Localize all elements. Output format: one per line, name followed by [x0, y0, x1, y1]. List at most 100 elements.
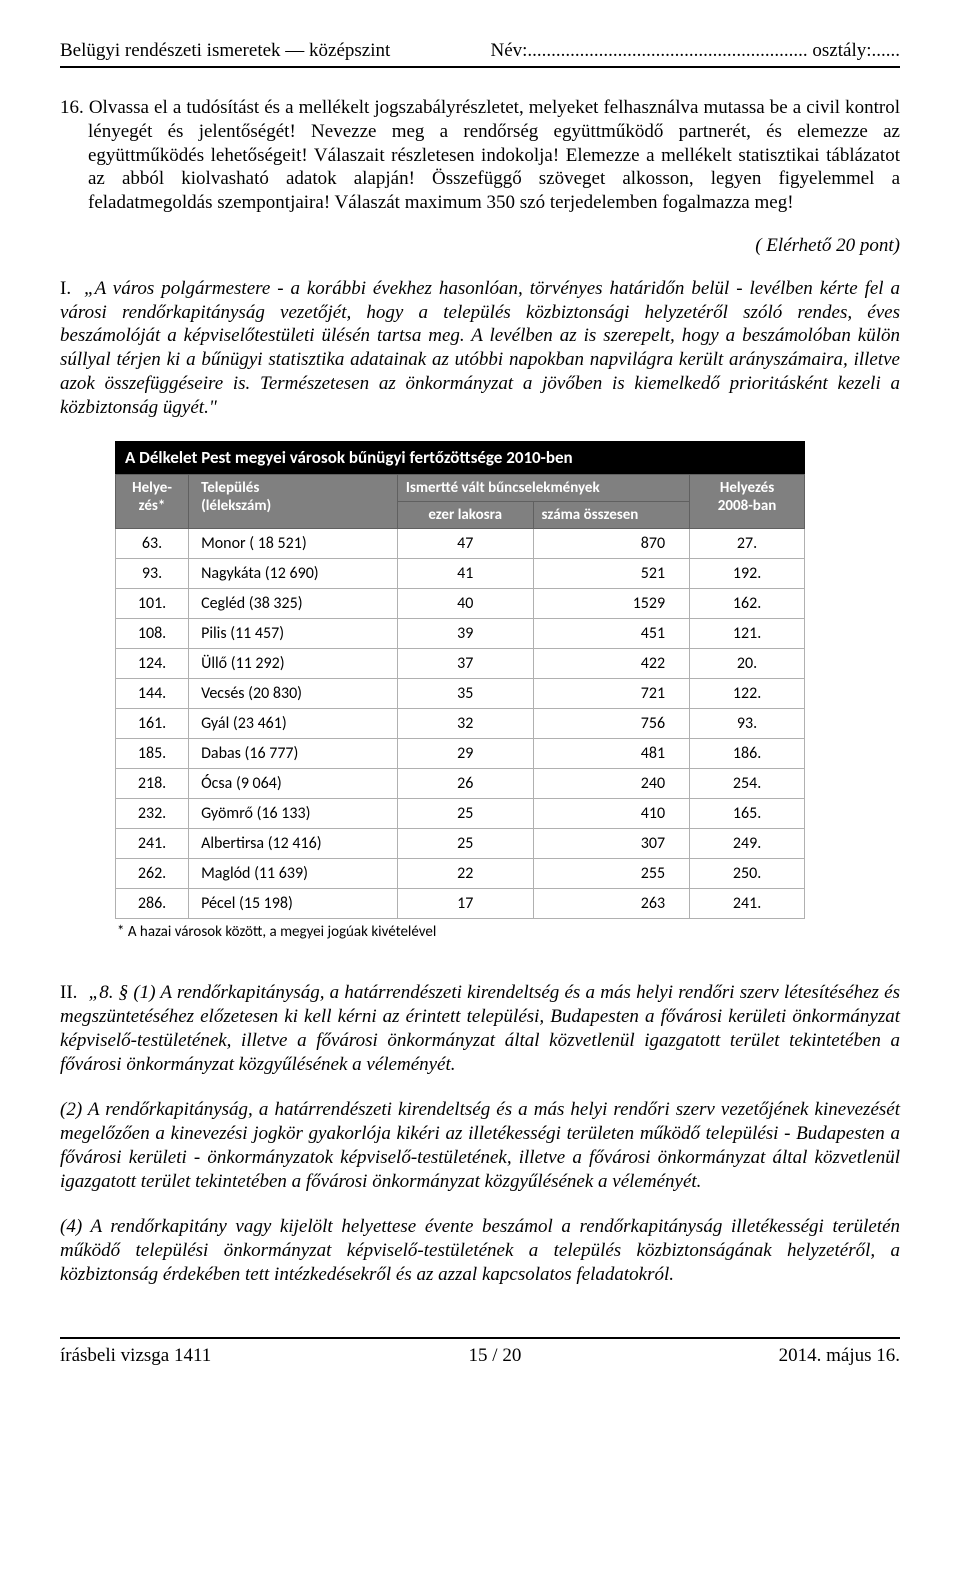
table-row: 286.Pécel (15 198)17263241.: [116, 889, 805, 919]
table-row: 185.Dabas (16 777)29481186.: [116, 739, 805, 769]
table-body: 63.Monor ( 18 521)4787027.93.Nagykáta (1…: [116, 529, 805, 919]
paragraph-II-1: II. „8. § (1) A rendőrkapitányság, a hat…: [60, 981, 900, 1076]
table-cell: Maglód (11 639): [189, 859, 398, 889]
table-cell: 165.: [690, 799, 805, 829]
table-cell: 161.: [116, 709, 189, 739]
footer-center: 15 / 20: [469, 1345, 522, 1367]
table-cell: 185.: [116, 739, 189, 769]
page-header: Belügyi rendészeti ismeretek — középszin…: [60, 40, 900, 62]
table-cell: 121.: [690, 619, 805, 649]
table-cell: 37: [397, 649, 533, 679]
table-row: 63.Monor ( 18 521)4787027.: [116, 529, 805, 559]
stats-table-wrap: A Délkelet Pest megyei városok bűnügyi f…: [115, 441, 900, 941]
table-cell: 756: [533, 709, 690, 739]
table-cell: 93.: [116, 559, 189, 589]
paragraph-II-2: (2) A rendőrkapitányság, a határrendésze…: [60, 1098, 900, 1193]
table-cell: Dabas (16 777): [189, 739, 398, 769]
table-cell: 286.: [116, 889, 189, 919]
table-cell: 35: [397, 679, 533, 709]
para-I-label: I.: [60, 278, 71, 299]
table-row: 262.Maglód (11 639)22255250.: [116, 859, 805, 889]
table-cell: 162.: [690, 589, 805, 619]
table-cell: 410: [533, 799, 690, 829]
table-cell: 721: [533, 679, 690, 709]
th-crimes: Ismertté vált bűncselekmények: [397, 475, 689, 502]
table-cell: 186.: [690, 739, 805, 769]
table-cell: Vecsés (20 830): [189, 679, 398, 709]
table-cell: Cegléd (38 325): [189, 589, 398, 619]
table-row: 218.Ócsa (9 064)26240254.: [116, 769, 805, 799]
table-cell: 255: [533, 859, 690, 889]
task-number: 16.: [60, 97, 84, 118]
table-cell: 26: [397, 769, 533, 799]
table-cell: 241.: [116, 829, 189, 859]
table-cell: 124.: [116, 649, 189, 679]
table-cell: 17: [397, 889, 533, 919]
task-body: Olvassa el a tudósítást és a mellékelt j…: [88, 97, 900, 213]
table-row: 144.Vecsés (20 830)35721122.: [116, 679, 805, 709]
table-cell: 25: [397, 799, 533, 829]
table-cell: 32: [397, 709, 533, 739]
table-cell: 521: [533, 559, 690, 589]
table-cell: 232.: [116, 799, 189, 829]
table-cell: Gyömrő (16 133): [189, 799, 398, 829]
table-footnote: * A hazai városok között, a megyei jogúa…: [115, 919, 900, 941]
table-cell: Üllő (11 292): [189, 649, 398, 679]
table-cell: 41: [397, 559, 533, 589]
table-cell: 451: [533, 619, 690, 649]
table-cell: 101.: [116, 589, 189, 619]
table-cell: 263: [533, 889, 690, 919]
para-II-1-text: „8. § (1) A rendőrkapitányság, a határre…: [60, 982, 900, 1074]
table-cell: Pilis (11 457): [189, 619, 398, 649]
table-cell: 870: [533, 529, 690, 559]
header-rule: [60, 66, 900, 68]
table-cell: 249.: [690, 829, 805, 859]
table-cell: 108.: [116, 619, 189, 649]
table-row: 101.Cegléd (38 325)401529162.: [116, 589, 805, 619]
table-cell: 262.: [116, 859, 189, 889]
footer-left: írásbeli vizsga 1411: [60, 1345, 211, 1367]
table-cell: 29: [397, 739, 533, 769]
table-cell: 63.: [116, 529, 189, 559]
header-right: Név:....................................…: [490, 40, 900, 62]
table-cell: Monor ( 18 521): [189, 529, 398, 559]
table-row: 124.Üllő (11 292)3742220.: [116, 649, 805, 679]
stats-table: A Délkelet Pest megyei városok bűnügyi f…: [115, 441, 805, 919]
points-line: ( Elérhető 20 pont): [60, 235, 900, 257]
header-left: Belügyi rendészeti ismeretek — középszin…: [60, 40, 390, 62]
paragraph-II-4: (4) A rendőrkapitány vagy kijelölt helye…: [60, 1215, 900, 1286]
table-cell: 422: [533, 649, 690, 679]
page-footer: írásbeli vizsga 1411 15 / 20 2014. május…: [60, 1345, 900, 1367]
table-cell: Ócsa (9 064): [189, 769, 398, 799]
table-cell: 241.: [690, 889, 805, 919]
table-cell: 144.: [116, 679, 189, 709]
table-cell: 93.: [690, 709, 805, 739]
table-cell: 218.: [116, 769, 189, 799]
table-row: 108.Pilis (11 457)39451121.: [116, 619, 805, 649]
table-cell: 27.: [690, 529, 805, 559]
table-cell: 39: [397, 619, 533, 649]
table-cell: 250.: [690, 859, 805, 889]
table-cell: Pécel (15 198): [189, 889, 398, 919]
table-cell: Albertirsa (12 416): [189, 829, 398, 859]
th-per1000: ezer lakosra: [397, 502, 533, 529]
table-cell: 22: [397, 859, 533, 889]
footer-right: 2014. május 16.: [779, 1345, 900, 1367]
table-caption: A Délkelet Pest megyei városok bűnügyi f…: [115, 441, 805, 474]
th-total: száma összesen: [533, 502, 690, 529]
table-cell: 122.: [690, 679, 805, 709]
th-rank2008: Helyezés 2008-ban: [690, 475, 805, 529]
table-cell: Gyál (23 461): [189, 709, 398, 739]
table-cell: 254.: [690, 769, 805, 799]
table-row: 241.Albertirsa (12 416)25307249.: [116, 829, 805, 859]
table-cell: 307: [533, 829, 690, 859]
task-text: 16. Olvassa el a tudósítást és a melléke…: [60, 96, 900, 215]
table-row: 232.Gyömrő (16 133)25410165.: [116, 799, 805, 829]
table-cell: Nagykáta (12 690): [189, 559, 398, 589]
table-row: 161.Gyál (23 461)3275693.: [116, 709, 805, 739]
table-cell: 47: [397, 529, 533, 559]
table-cell: 20.: [690, 649, 805, 679]
th-rank: Helye- zés*: [116, 475, 189, 529]
table-cell: 481: [533, 739, 690, 769]
table-cell: 25: [397, 829, 533, 859]
